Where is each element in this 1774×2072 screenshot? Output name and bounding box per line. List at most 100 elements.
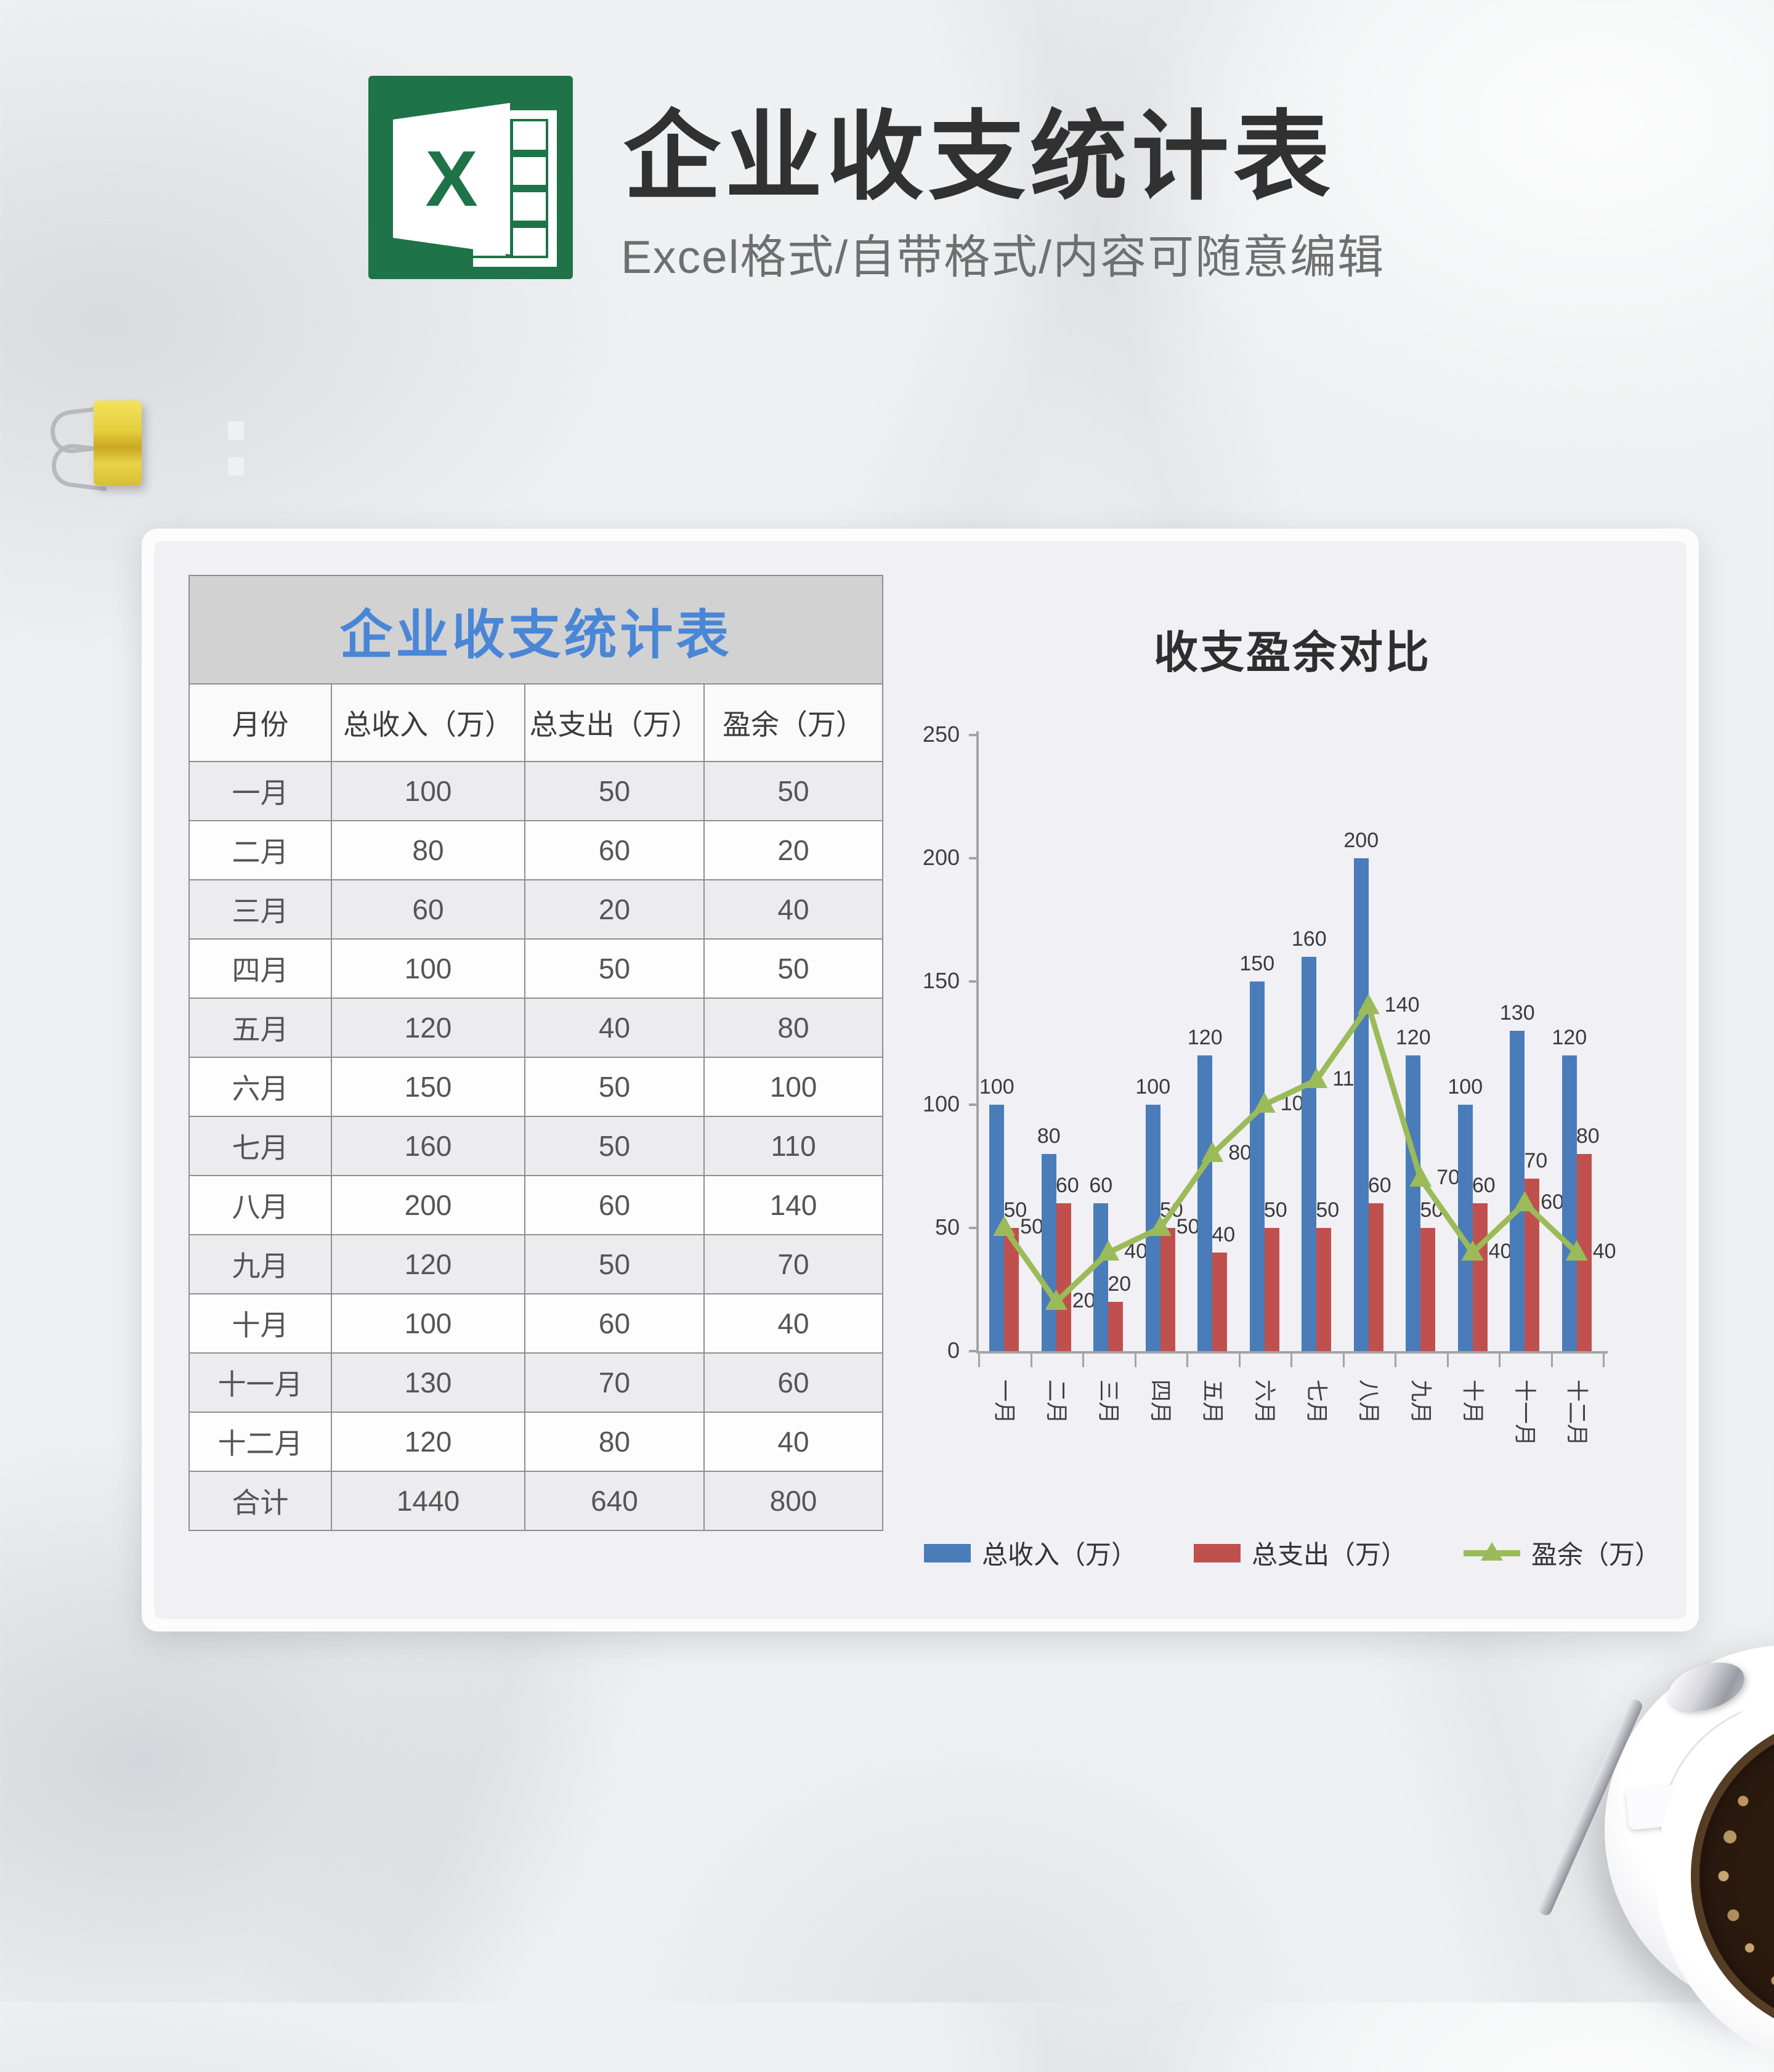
bar-expense: [1472, 1203, 1488, 1351]
table-cell: 合计: [188, 1471, 332, 1531]
binder-clip-icon: [94, 400, 244, 485]
excel-logo: X: [368, 76, 573, 279]
table-column-header: 盈余（万）: [703, 683, 883, 762]
table-row: 七月 160 50 110: [188, 1116, 883, 1176]
legend-label: 盈余（万）: [1531, 1540, 1661, 1569]
x-tick: [1447, 1351, 1449, 1367]
table-row: 十二月 120 80 40: [188, 1412, 883, 1472]
x-category-label: 九月: [1408, 1379, 1434, 1424]
table-cell: 七月: [188, 1116, 332, 1176]
table-cell: 十二月: [188, 1412, 332, 1472]
table-cell: 20: [703, 820, 883, 880]
y-tick-label: 200: [922, 845, 960, 870]
x-axis-line: [978, 1351, 1608, 1354]
table-cell: 十月: [188, 1293, 332, 1354]
y-tick-label: 50: [934, 1214, 960, 1240]
table-cell: 120: [331, 1412, 525, 1472]
table-row: 九月 120 50 70: [188, 1234, 883, 1294]
table-cell: 200: [331, 1175, 525, 1235]
y-tick-label: 150: [922, 968, 960, 993]
bar-income: [1561, 1055, 1577, 1351]
table-cell: 110: [703, 1116, 883, 1176]
table-cell: 三月: [188, 879, 332, 940]
x-tick: [1186, 1351, 1188, 1367]
income-data-label: 100: [1135, 1075, 1171, 1099]
income-data-label: 150: [1239, 952, 1275, 975]
bar-expense: [1368, 1203, 1383, 1351]
income-data-label: 200: [1343, 829, 1379, 852]
table-cell: 100: [331, 938, 525, 999]
surplus-data-label: 40: [1592, 1240, 1616, 1263]
bar-expense: [1056, 1203, 1071, 1351]
income-data-label: 100: [979, 1075, 1015, 1099]
x-category-label: 六月: [1252, 1379, 1278, 1424]
bar-expense: [1316, 1228, 1332, 1351]
table-cell: 20: [524, 879, 705, 940]
expense-data-label: 80: [1576, 1124, 1600, 1148]
table-cell: 80: [331, 820, 525, 880]
table-column-header: 总支出（万）: [524, 683, 705, 762]
x-tick: [1290, 1351, 1292, 1367]
table-cell: 八月: [188, 1175, 332, 1235]
surplus-line-swatch-icon: [1464, 1542, 1521, 1561]
table-cell: 50: [524, 1057, 705, 1117]
table-cell: 800: [703, 1471, 883, 1531]
table-cell: 60: [331, 879, 525, 940]
x-category-label: 七月: [1304, 1379, 1330, 1424]
table-title: 企业收支统计表: [188, 575, 883, 685]
x-category-label: 一月: [992, 1379, 1018, 1424]
table-cell: 120: [331, 1234, 525, 1294]
x-tick: [1135, 1351, 1136, 1367]
table-cell: 80: [703, 997, 883, 1058]
table-row: 八月 200 60 140: [188, 1175, 883, 1235]
table-row: 二月 80 60 20: [188, 820, 883, 880]
bar-expense: [1264, 1228, 1279, 1351]
x-tick: [1551, 1351, 1553, 1367]
surplus-data-label: 140: [1384, 993, 1420, 1017]
x-category-label: 三月: [1096, 1379, 1122, 1424]
income-data-label: 100: [1448, 1075, 1483, 1099]
table-cell: 50: [524, 761, 705, 821]
table-row: 一月 100 50 50: [188, 761, 883, 821]
table-cell: 五月: [188, 997, 332, 1058]
table-cell: 140: [703, 1175, 883, 1235]
table-cell: 四月: [188, 938, 332, 999]
income-data-label: 120: [1187, 1026, 1223, 1049]
y-tick: [969, 980, 978, 983]
table-cell: 60: [524, 1293, 705, 1354]
income-data-label: 130: [1499, 1001, 1535, 1025]
table-cell: 70: [703, 1234, 883, 1294]
table-row: 三月 60 20 40: [188, 879, 883, 940]
income-data-label: 80: [1037, 1124, 1061, 1148]
chart-title: 收支盈余对比: [1153, 628, 1431, 678]
page-subtitle: Excel格式/自带格式/内容可随意编辑: [621, 231, 1385, 283]
table-cell: 九月: [188, 1234, 332, 1294]
expense-swatch-icon: [1194, 1543, 1241, 1562]
income-data-label: 160: [1291, 927, 1327, 951]
table-cell: 40: [703, 879, 883, 940]
y-tick: [969, 1227, 978, 1229]
table-cell: 40: [524, 997, 705, 1058]
excel-logo-letter: X: [425, 134, 478, 223]
bar-income: [1197, 1055, 1213, 1351]
y-axis-line: [976, 731, 979, 1354]
legend-item-surplus: 盈余（万）: [1464, 1534, 1661, 1572]
bar-expense: [1212, 1253, 1228, 1351]
table-cell: 60: [524, 1175, 705, 1235]
bar-income: [1457, 1105, 1473, 1351]
bar-income: [1510, 1031, 1525, 1351]
bar-expense: [1108, 1302, 1124, 1351]
chart-legend: 总收入（万） 总支出（万） 盈余（万）: [923, 1534, 1661, 1572]
bar-income: [1302, 957, 1317, 1351]
binder-clip-notch: [228, 457, 244, 476]
table-row: 十一月 130 70 60: [188, 1352, 883, 1413]
x-category-label: 五月: [1200, 1379, 1226, 1424]
table-column-header: 总收入（万）: [331, 683, 525, 762]
legend-item-expense: 总支出（万）: [1194, 1534, 1407, 1572]
table-cell: 1440: [331, 1471, 525, 1531]
table-cell: 一月: [188, 761, 332, 821]
y-tick-label: 100: [922, 1091, 960, 1116]
bar-income: [1145, 1105, 1160, 1351]
table-cell: 60: [524, 820, 705, 880]
bar-expense: [1525, 1179, 1540, 1351]
